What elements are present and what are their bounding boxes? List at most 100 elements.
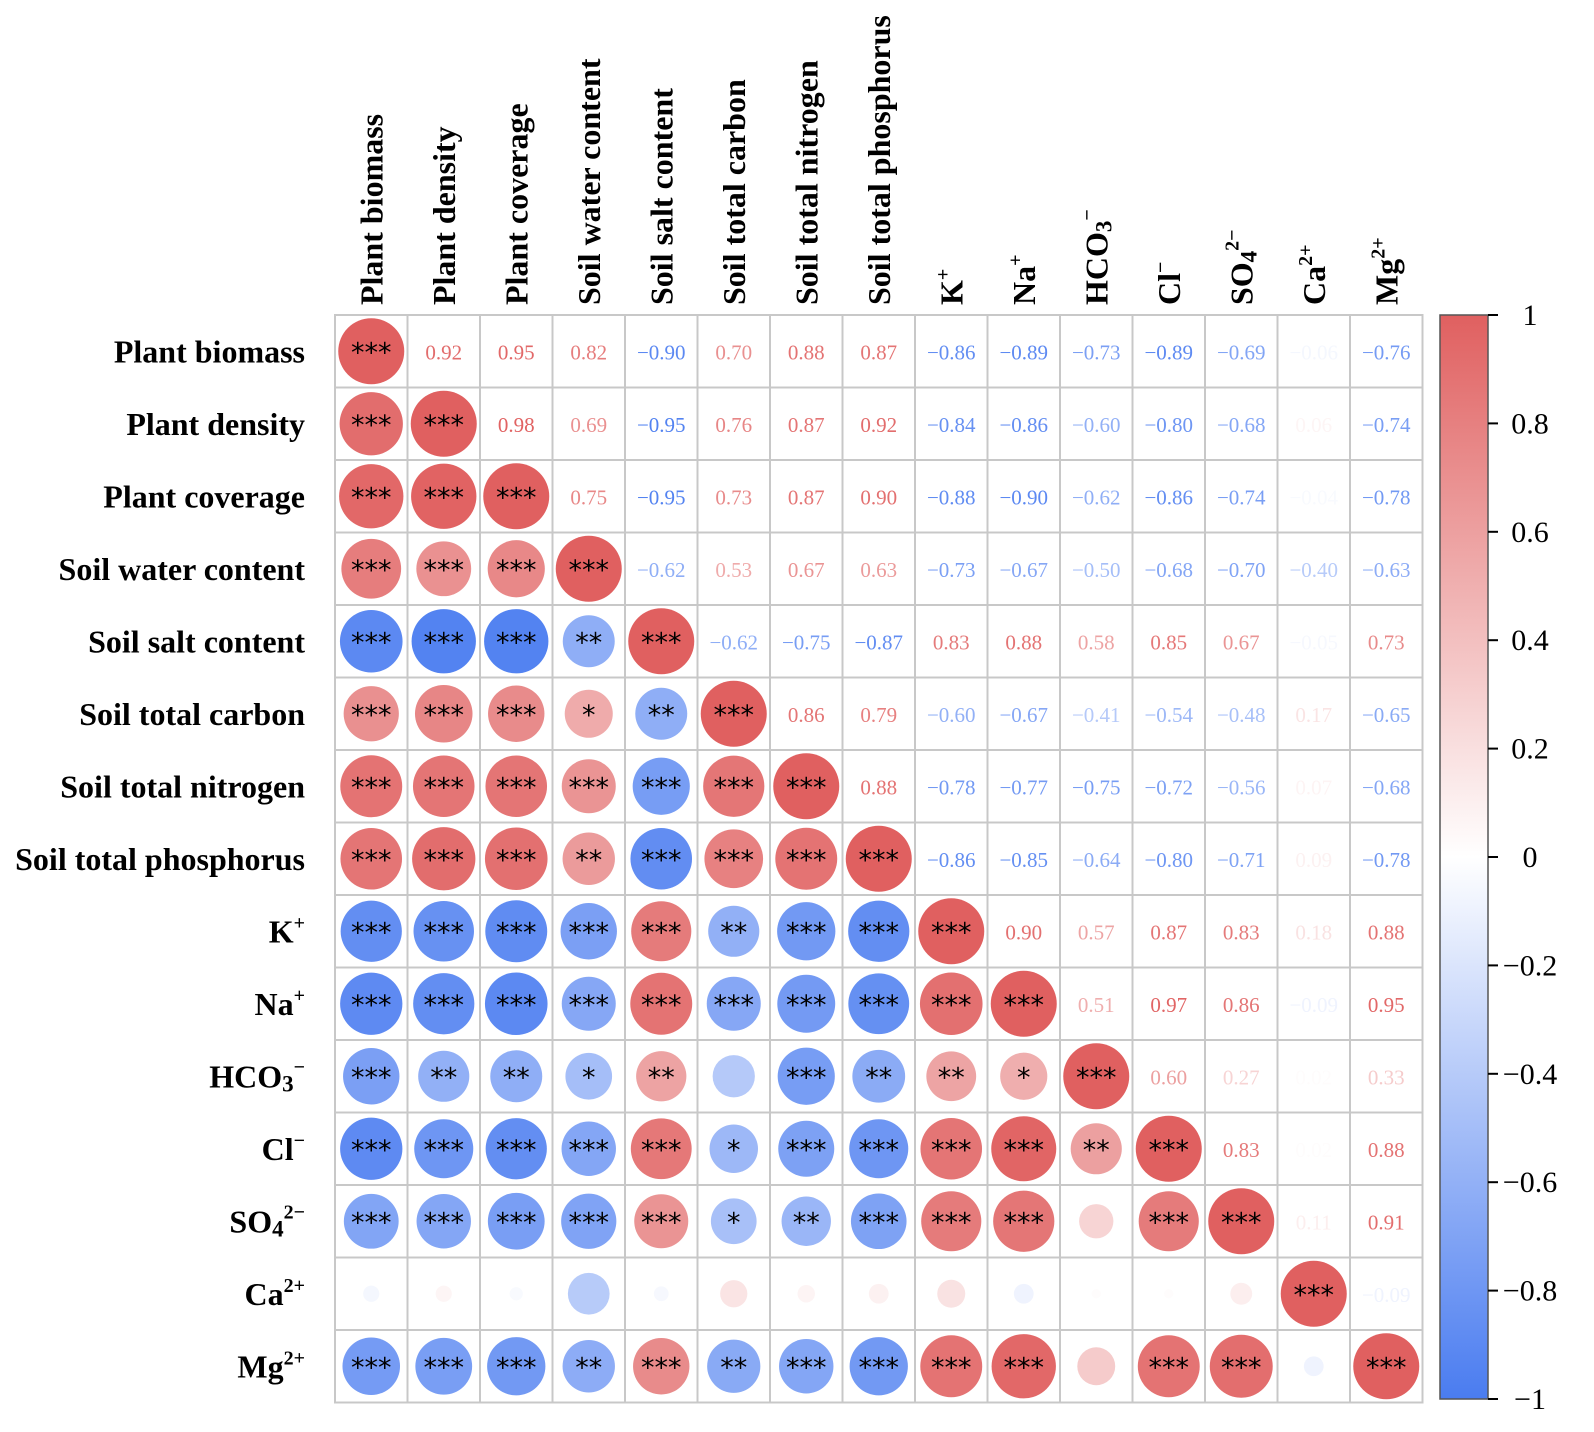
corr-circle-r12-c9 (993, 1190, 1055, 1252)
significance-stars-r8-c0: *** (351, 917, 392, 948)
corr-circle-r10-c4 (636, 1051, 687, 1102)
corr-value-r0-c2: 0.95 (498, 340, 535, 364)
corr-circle-r14-c14 (1353, 1333, 1420, 1400)
corr-value-r7-c12: −0.71 (1217, 848, 1266, 872)
corr-circle-r8-c0 (340, 900, 402, 962)
row-label-k-plus: K+ (269, 912, 305, 949)
corr-circle-r14-c1 (415, 1337, 473, 1395)
significance-stars-r11-c6: *** (786, 1135, 827, 1166)
corr-value-r2-c10: −0.62 (1072, 485, 1121, 509)
corr-circle-r11-c9 (991, 1116, 1057, 1182)
corr-circle-r6-c2 (485, 755, 548, 818)
corr-value-r0-c13: −0.06 (1289, 340, 1338, 364)
corr-value-r2-c13: −0.04 (1289, 485, 1338, 509)
corr-circle-r14-c7 (849, 1337, 908, 1396)
corr-value-r0-c11: −0.89 (1144, 340, 1193, 364)
corr-value-r0-c6: 0.88 (788, 340, 825, 364)
row-label-soil-total-phosphorus: Soil total phosphorus (15, 841, 305, 877)
column-label-hco3-minus: HCO3− (1076, 209, 1116, 305)
significance-stars-r8-c2: *** (496, 917, 537, 948)
corr-circle-r3-c1 (416, 541, 472, 597)
corr-circle-r10-c10 (1063, 1043, 1130, 1110)
corr-circle-r4-c3 (562, 615, 615, 668)
significance-stars-r9-c9: *** (1004, 990, 1045, 1021)
significance-stars-r6-c5: *** (714, 772, 755, 803)
corr-circle-r14-c9 (991, 1334, 1056, 1399)
significance-stars-r5-c4: ** (648, 700, 675, 731)
significance-stars-r14-c9: *** (1004, 1352, 1045, 1383)
corr-circle-r8-c2 (485, 900, 548, 963)
colorbar-tick-label: 0.2 (1511, 733, 1549, 766)
corr-value-r2-c5: 0.73 (715, 485, 752, 509)
column-label-plant-coverage: Plant coverage (498, 103, 534, 305)
significance-stars-r14-c7: *** (859, 1352, 900, 1383)
row-label-plant-coverage: Plant coverage (103, 478, 305, 514)
significance-stars-r9-c0: *** (351, 990, 392, 1021)
row-label-cl-minus: Cl− (262, 1130, 305, 1167)
corr-circle-r7-c1 (412, 827, 476, 891)
corr-circle-r2-c2 (483, 463, 550, 530)
significance-stars-r9-c8: *** (931, 990, 972, 1021)
corr-value-r7-c11: −0.80 (1144, 848, 1193, 872)
corr-circle-r9-c7 (848, 973, 910, 1035)
significance-stars-r10-c1: ** (430, 1062, 457, 1093)
corr-circle-r14-c8 (920, 1335, 983, 1398)
corr-circle-r10-c2 (490, 1050, 543, 1103)
column-label-cl-minus: Cl− (1150, 262, 1187, 305)
row-label-ca-2plus: Ca2+ (244, 1275, 305, 1312)
significance-stars-r9-c4: *** (641, 990, 682, 1021)
corr-value-r1-c14: −0.74 (1362, 413, 1411, 437)
corr-circle-r10-c8 (926, 1051, 977, 1102)
significance-stars-r6-c4: *** (641, 772, 682, 803)
corr-circle-r12-c8 (921, 1191, 982, 1252)
corr-circle-r10-c6 (777, 1047, 835, 1105)
corr-value-r9-c13: −0.09 (1289, 993, 1338, 1017)
significance-stars-r14-c4: *** (641, 1352, 682, 1383)
corr-value-r3-c5: 0.53 (715, 558, 752, 582)
corr-circle-r10-c5 (712, 1055, 755, 1098)
significance-stars-r11-c4: *** (641, 1135, 682, 1166)
significance-stars-r11-c1: *** (424, 1135, 465, 1166)
corr-circle-r13-c11 (1164, 1289, 1174, 1299)
corr-circle-r3-c2 (487, 540, 545, 598)
colorbar-tick-label: 1 (1523, 299, 1538, 332)
corr-circle-r8-c4 (631, 901, 692, 962)
corr-circle-r5-c2 (488, 685, 545, 742)
corr-circle-r9-c3 (561, 976, 616, 1031)
corr-value-r4-c5: −0.62 (709, 630, 758, 654)
significance-stars-r11-c7: *** (859, 1135, 900, 1166)
corr-value-r3-c8: −0.73 (927, 558, 976, 582)
corr-value-r2-c8: −0.88 (927, 485, 976, 509)
corr-circle-r1-c1 (410, 390, 477, 457)
corr-circle-r7-c2 (484, 827, 548, 891)
corr-value-r2-c11: −0.86 (1144, 485, 1193, 509)
column-label-plant-biomass: Plant biomass (353, 114, 389, 305)
corr-value-r5-c7: 0.79 (860, 703, 897, 727)
corr-circle-r12-c4 (634, 1194, 689, 1249)
corr-value-r1-c5: 0.76 (715, 413, 752, 437)
corr-circle-r13-c4 (653, 1286, 669, 1302)
corr-value-r2-c9: −0.90 (999, 485, 1048, 509)
significance-stars-r8-c7: *** (859, 917, 900, 948)
corr-circle-r14-c12 (1209, 1334, 1273, 1398)
matrix-cells: *** 0.92 0.95 0.82 −0.90 0.70 0.88 0.87 −0.86 −0.… (338, 318, 1420, 1400)
corr-value-r0-c3: 0.82 (570, 340, 607, 364)
corr-value-r1-c11: −0.80 (1144, 413, 1193, 437)
corr-value-r1-c2: 0.98 (498, 413, 535, 437)
corr-circle-r7-c0 (340, 827, 403, 890)
corr-value-r1-c4: −0.95 (637, 413, 686, 437)
significance-stars-r11-c3: *** (569, 1135, 610, 1166)
corr-circle-r14-c0 (342, 1337, 401, 1396)
corr-value-r0-c1: 0.92 (425, 340, 462, 364)
corr-circle-r4-c2 (484, 609, 549, 674)
corr-circle-r11-c4 (630, 1118, 692, 1180)
row-label-soil-total-nitrogen: Soil total nitrogen (60, 768, 305, 804)
corr-value-r11-c12: 0.83 (1223, 1138, 1260, 1162)
significance-stars-r12-c1: *** (424, 1207, 465, 1238)
colorbar-tick-label: −0.4 (1503, 1058, 1557, 1091)
corr-value-r5-c14: −0.65 (1362, 703, 1411, 727)
corr-circle-r3-c3 (555, 535, 622, 602)
significance-stars-r14-c1: *** (424, 1352, 465, 1383)
significance-stars-r4-c0: *** (351, 627, 392, 658)
corr-value-r8-c9: 0.90 (1005, 920, 1042, 944)
